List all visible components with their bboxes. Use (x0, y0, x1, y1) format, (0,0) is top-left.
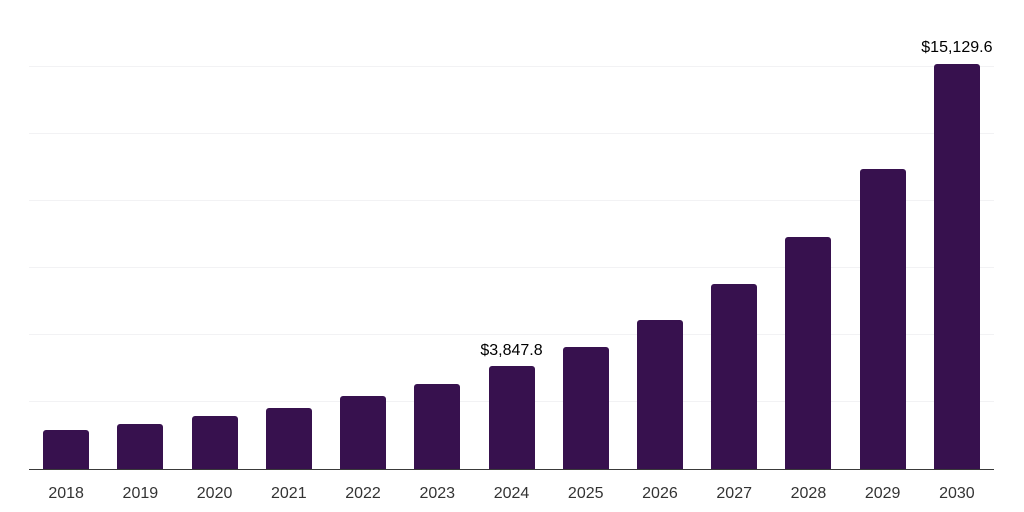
bar-2024 (488, 366, 535, 469)
x-label-2018: 2018 (48, 485, 84, 502)
x-label-2027: 2027 (716, 485, 752, 502)
x-axis-line (29, 468, 994, 470)
bar-2019 (117, 423, 164, 469)
x-label-2029: 2029 (864, 485, 901, 502)
bar-2027 (711, 284, 758, 469)
x-label-2022: 2022 (345, 485, 381, 502)
gridline-15000 (29, 65, 994, 67)
gridline-10000 (29, 199, 994, 201)
x-label-2026: 2026 (642, 485, 678, 502)
bar-2022 (340, 395, 387, 469)
x-label-2030: 2030 (939, 485, 975, 502)
x-label-2025: 2025 (567, 485, 604, 502)
gridline-5000 (29, 333, 994, 335)
bar-2021 (265, 407, 312, 469)
bar-2029 (859, 169, 906, 469)
plot-area: $3,847.8 $15,129.6 (29, 0, 994, 470)
x-label-2028: 2028 (790, 485, 827, 502)
x-label-2019: 2019 (122, 485, 159, 502)
x-label-2020: 2020 (196, 485, 233, 502)
gridline-12500 (29, 132, 994, 134)
gridline-7500 (29, 266, 994, 268)
bar-2030 (933, 63, 980, 469)
bar-2018 (43, 430, 90, 469)
data-label-2030: $15,129.6 (921, 39, 993, 57)
x-label-2021: 2021 (271, 485, 307, 502)
data-label-2024: $3,847.8 (480, 341, 543, 359)
x-label-2024: 2024 (493, 485, 530, 502)
bar-2025 (562, 346, 609, 469)
bar-2028 (785, 236, 832, 469)
x-label-2023: 2023 (419, 485, 456, 502)
bar-2023 (414, 383, 461, 469)
bar-2026 (636, 319, 683, 469)
bar-2020 (191, 416, 238, 469)
